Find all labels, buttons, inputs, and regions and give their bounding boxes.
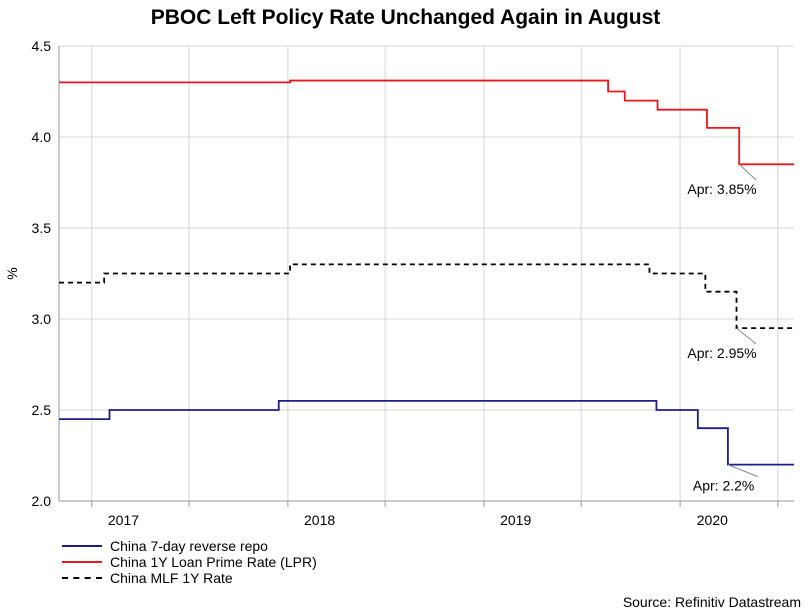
y-tick-label: 3.5: [32, 220, 52, 236]
legend-label-mlf: China MLF 1Y Rate: [110, 570, 233, 586]
y-tick-label: 2.5: [32, 402, 52, 418]
series-line-mlf: [59, 263, 794, 329]
y-tick-label: 4.0: [32, 129, 52, 145]
x-tick-label: 2019: [500, 512, 531, 528]
legend-item-mlf: China MLF 1Y Rate: [62, 570, 317, 586]
annotation-leader: [727, 464, 758, 478]
axes: 2.0 2.5 3.0 3.5 4.0 4.5 2017 2018 2019 2020%: [4, 38, 794, 528]
y-axis-label: %: [4, 267, 20, 279]
x-tick-label: 2017: [108, 512, 139, 528]
series-line-lpr: [59, 79, 794, 166]
legend-item-reverse-repo: China 7-day reverse repo: [62, 538, 317, 554]
series-lines: [59, 79, 794, 466]
x-tick-label: 2018: [304, 512, 335, 528]
annotation-label: Apr: 2.95%: [687, 345, 756, 361]
legend-swatch-mlf: [62, 577, 102, 579]
legend-label-reverse-repo: China 7-day reverse repo: [110, 538, 268, 554]
annotation-leader: [736, 327, 757, 345]
chart-title: PBOC Left Policy Rate Unchanged Again in…: [150, 6, 661, 29]
y-tick-label: 3.0: [32, 311, 52, 327]
legend-swatch-lpr: [62, 561, 102, 563]
legend-item-lpr: China 1Y Loan Prime Rate (LPR): [62, 554, 317, 570]
legend-swatch-reverse-repo: [62, 545, 102, 547]
legend-label-lpr: China 1Y Loan Prime Rate (LPR): [110, 554, 317, 570]
y-tick-label: 2.0: [32, 493, 52, 509]
annotation-label: Apr: 2.2%: [693, 478, 754, 494]
y-tick-label: 4.5: [32, 38, 52, 54]
legend: China 7-day reverse repo China 1Y Loan P…: [62, 538, 317, 586]
source-note: Source: Refinitiv Datastream: [622, 594, 801, 610]
annotations: Apr: 3.85% Apr: 2.95% Apr: 2.2%: [687, 163, 758, 494]
annotation-label: Apr: 3.85%: [687, 181, 756, 197]
annotation-leader: [738, 163, 757, 181]
x-tick-label: 2020: [697, 512, 728, 528]
series-line-reverse-repo: [59, 400, 794, 466]
